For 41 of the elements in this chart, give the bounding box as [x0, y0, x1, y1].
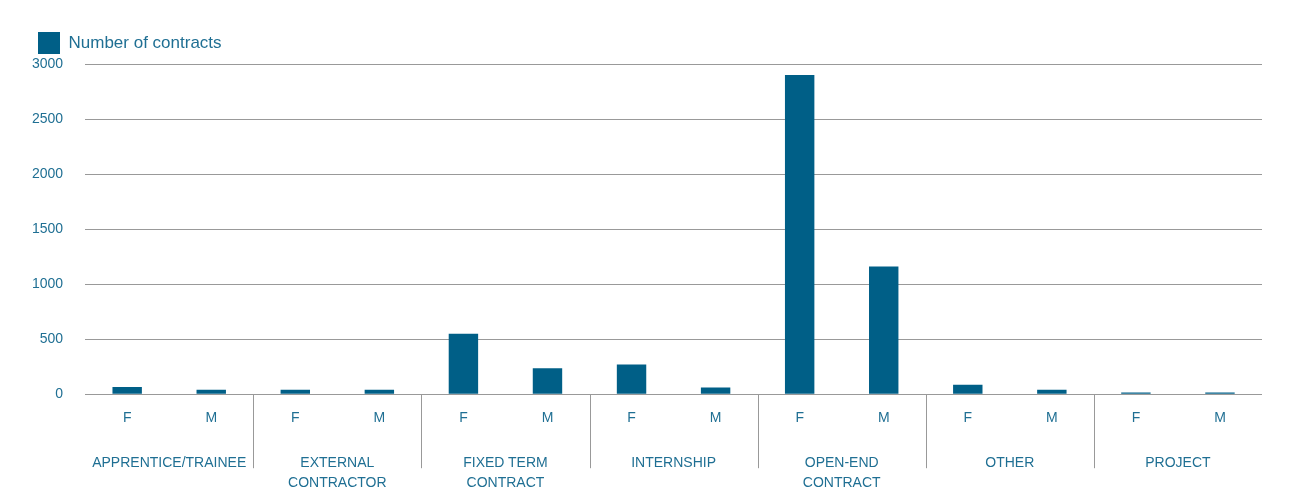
bar [280, 389, 311, 394]
bar [364, 389, 395, 394]
x-tick-label: M [1046, 409, 1058, 426]
x-tick-label: F [459, 409, 468, 426]
text: EXTERNAL CONTRACTOR [288, 454, 387, 489]
x-tick-label: M [877, 409, 890, 426]
x-tick-label: M [205, 409, 218, 426]
y-tick-label: 500 [39, 330, 64, 347]
x-tick-label: M [541, 409, 554, 426]
y-tick-label: 1500 [31, 219, 64, 236]
bar [448, 333, 479, 394]
legend-label: Number of contracts [68, 32, 222, 52]
bar [953, 384, 983, 394]
x-tick-label: M [709, 409, 722, 426]
x-tick-label: F [1131, 409, 1141, 426]
bar [784, 75, 815, 394]
bar [869, 266, 899, 394]
text: OPEN-END CONTRACT [802, 454, 882, 489]
text: INTERNSHIP [631, 454, 716, 471]
x-tick-label: F [291, 409, 300, 426]
bar [700, 387, 731, 394]
bar [196, 389, 226, 394]
x-tick-label: F [795, 409, 804, 426]
x-tick-label: F [122, 409, 132, 426]
bar [112, 387, 142, 394]
text: APPRENTICE/TRAINEE [92, 454, 247, 471]
x-tick-label: M [373, 409, 386, 426]
y-tick-label: 1000 [31, 274, 64, 291]
text: FIXED TERM CONTRACT [463, 454, 548, 489]
y-tick-label: 2000 [31, 164, 64, 181]
text: OTHER [985, 454, 1035, 471]
text: PROJECT [1145, 454, 1212, 471]
y-tick-label: 0 [55, 385, 64, 402]
bar [616, 364, 647, 394]
x-tick-label: F [963, 409, 973, 426]
y-tick-label: 2500 [31, 109, 64, 126]
bar [532, 368, 563, 394]
bar [1037, 389, 1067, 394]
y-tick-label: 3000 [31, 54, 64, 71]
x-tick-label: M [1214, 409, 1226, 426]
x-tick-label: F [627, 409, 636, 426]
